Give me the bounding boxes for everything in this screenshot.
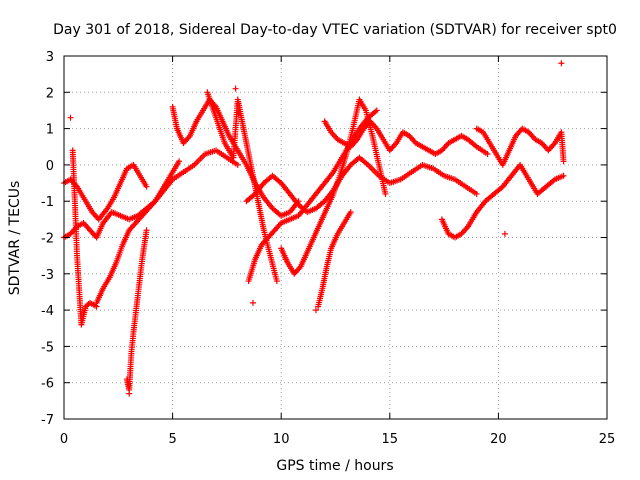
- data-point: [234, 161, 241, 168]
- x-tick-label: 0: [60, 432, 68, 447]
- x-tick-label: 25: [599, 432, 616, 447]
- x-tick-label: 10: [273, 432, 290, 447]
- data-points: [61, 60, 567, 397]
- y-tick-label: 2: [46, 86, 54, 101]
- y-tick-label: -4: [41, 304, 54, 319]
- data-point: [67, 114, 74, 121]
- data-point: [560, 172, 567, 179]
- data-point: [143, 227, 150, 234]
- y-tick-label: -6: [41, 377, 54, 392]
- y-tick-label: 1: [46, 123, 54, 138]
- x-tick-label: 5: [168, 432, 176, 447]
- data-point: [312, 307, 319, 314]
- x-axis-label: GPS time / hours: [276, 458, 393, 474]
- data-point: [484, 151, 491, 158]
- axis-ticks: 0 5 10 15 20 25 -7 -6 -5 -4 -3 -2 -1 0 1 2 3: [41, 50, 615, 447]
- data-point: [126, 390, 133, 397]
- data-point: [232, 85, 239, 92]
- y-tick-label: -7: [41, 413, 54, 428]
- y-tick-label: -5: [41, 340, 54, 355]
- data-point: [273, 278, 280, 285]
- data-point: [282, 256, 289, 263]
- y-tick-label: -2: [41, 232, 54, 247]
- data-point: [249, 299, 256, 306]
- y-tick-label: -3: [41, 268, 54, 283]
- x-tick-label: 20: [490, 432, 507, 447]
- chart-title: Day 301 of 2018, Sidereal Day-to-day VTE…: [53, 22, 617, 38]
- data-point: [560, 158, 567, 165]
- y-tick-label: -1: [41, 195, 54, 210]
- x-tick-label: 15: [382, 432, 399, 447]
- data-point: [143, 183, 150, 190]
- data-point: [373, 107, 380, 114]
- y-tick-label: 3: [46, 50, 54, 65]
- y-axis-label: SDTVAR / TECUs: [7, 181, 23, 296]
- data-point: [176, 158, 183, 165]
- grid: [64, 56, 607, 419]
- data-point: [382, 190, 389, 197]
- data-point: [558, 60, 565, 67]
- data-point: [473, 190, 480, 197]
- data-point: [501, 230, 508, 237]
- data-point: [347, 209, 354, 216]
- y-tick-label: 0: [46, 159, 54, 174]
